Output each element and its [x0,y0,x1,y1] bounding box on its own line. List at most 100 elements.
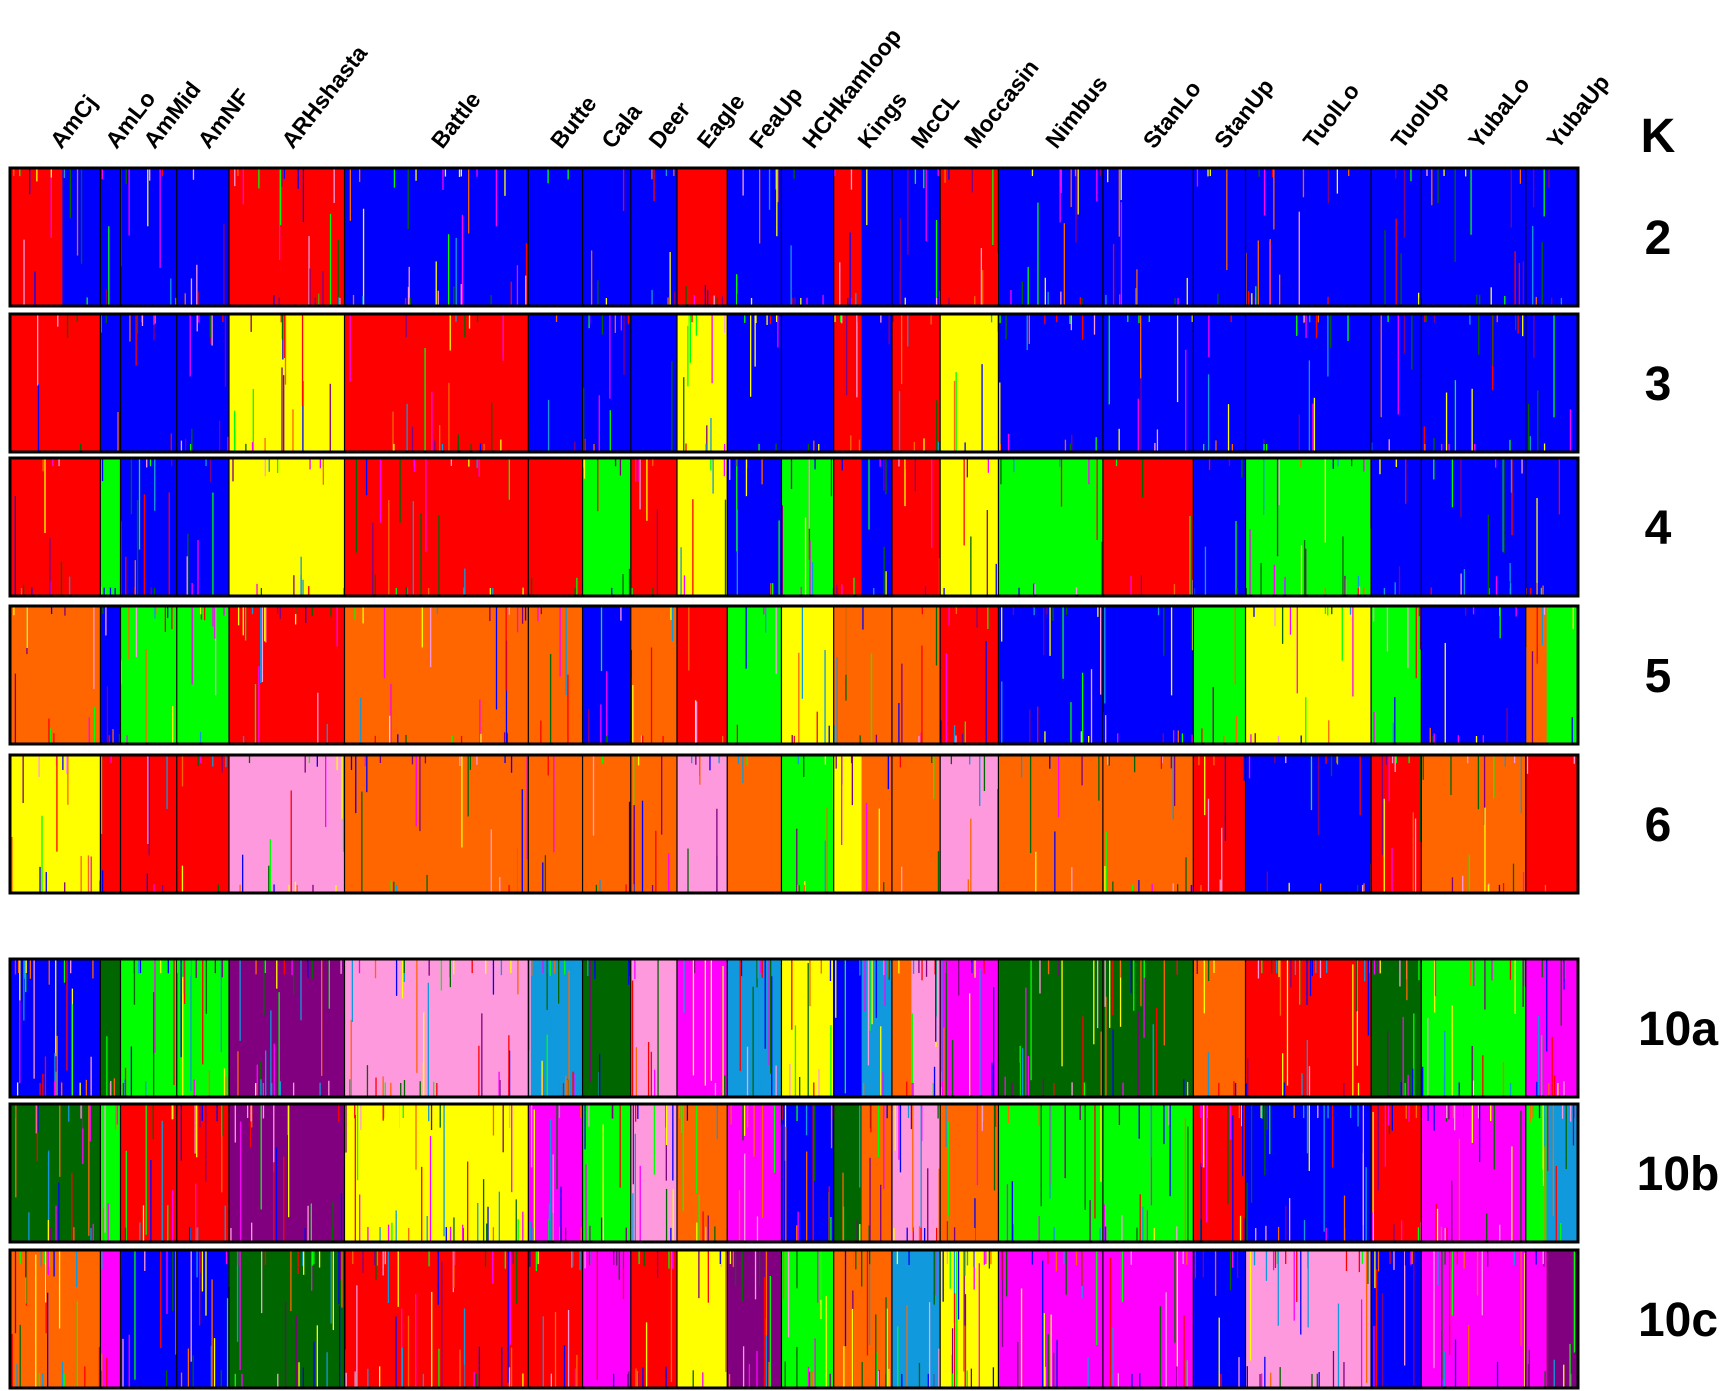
individual-bar [1441,444,1443,452]
individual-bar [1020,755,1023,778]
individual-bar [920,732,922,744]
individual-bar [766,314,768,325]
individual-bar [1444,1030,1446,1097]
individual-bar [964,1250,966,1276]
individual-bar [1277,1250,1279,1326]
individual-bar [1050,1314,1052,1388]
individual-bar [883,882,885,893]
individual-bar [58,1250,61,1329]
individual-bar [217,884,219,893]
individual-bar [201,1250,204,1292]
individual-bar [1135,288,1137,306]
individual-bar [796,1225,798,1242]
individual-bar [1266,1104,1268,1130]
individual-bar [1526,755,1529,774]
individual-bar [261,606,264,683]
individual-bar [1451,1005,1453,1097]
individual-bar [1207,168,1209,177]
individual-bar [427,982,430,1097]
individual-bar [510,281,512,306]
individual-bar [619,458,622,476]
individual-bar [1012,606,1015,615]
individual-bar [288,1104,290,1218]
individual-bar [441,168,443,232]
individual-bar [841,755,843,845]
individual-bar [1119,294,1121,306]
individual-bar [241,1373,243,1388]
individual-bar [160,1250,162,1349]
individual-bar [563,1345,566,1388]
individual-bar [756,959,758,988]
individual-bar [179,314,181,379]
individual-bar [489,587,491,596]
individual-bar [1316,1373,1318,1388]
individual-bar [1027,1055,1030,1097]
individual-bar [506,733,508,744]
individual-bar [293,575,295,596]
cluster-segment [10,606,101,744]
individual-bar [633,805,635,893]
individual-bar [56,1035,58,1097]
individual-bar [1246,1366,1248,1388]
individual-bar [200,606,203,620]
individual-bar [1519,1367,1522,1388]
individual-bar [1261,1104,1263,1119]
individual-bar [736,274,738,306]
individual-bar [196,1227,198,1242]
individual-bar [246,1104,249,1119]
individual-bar [302,1367,304,1388]
individual-bar [468,314,471,329]
individual-bar [415,1294,417,1388]
individual-bar [793,168,795,179]
individual-bar [558,959,560,1004]
individual-bar [602,755,604,764]
individual-bar [807,443,810,452]
individual-bar [1086,1250,1089,1280]
individual-bar [45,872,47,893]
individual-bar [249,1104,252,1148]
individual-bar [1444,642,1446,744]
individual-bar [1535,1250,1537,1265]
individual-bar [1494,458,1497,468]
individual-bar [599,879,601,893]
cluster-segment [833,168,862,306]
individual-bar [1106,755,1109,765]
individual-bar [338,1250,340,1305]
individual-bar [791,734,793,744]
individual-bar [928,1302,931,1388]
individual-bar [1137,1011,1139,1097]
individual-bar [412,501,414,596]
individual-bar [912,1227,914,1242]
individual-bar [136,314,139,335]
individual-bar [464,314,466,338]
individual-bar [43,168,45,177]
k-value-label: 2 [1645,212,1672,265]
individual-bar [297,168,299,189]
individual-bar [355,1372,357,1388]
individual-bar [153,314,155,341]
individual-bar [918,1226,921,1242]
individual-bar [1332,1350,1335,1388]
k-value-label: 10b [1637,1148,1720,1201]
individual-bar [295,606,297,615]
individual-bar [1201,728,1203,744]
individual-bar [651,289,653,306]
individual-bar [62,755,64,771]
individual-bar [1059,458,1061,467]
individual-bar [775,168,777,190]
individual-bar [1357,1104,1359,1127]
individual-bar [326,1352,328,1388]
individual-bar [622,573,624,596]
individual-bar [602,1124,604,1242]
individual-bar [1253,606,1255,617]
individual-bar [1143,959,1145,1039]
individual-bar [842,959,845,978]
individual-bar [1441,1250,1443,1381]
cluster-segment [228,1104,345,1242]
individual-bar [218,586,220,596]
individual-bar [376,1250,379,1266]
individual-bar [80,443,82,452]
individual-bar [1355,1250,1358,1330]
individual-bar [1361,1250,1364,1265]
individual-bar [921,606,923,615]
